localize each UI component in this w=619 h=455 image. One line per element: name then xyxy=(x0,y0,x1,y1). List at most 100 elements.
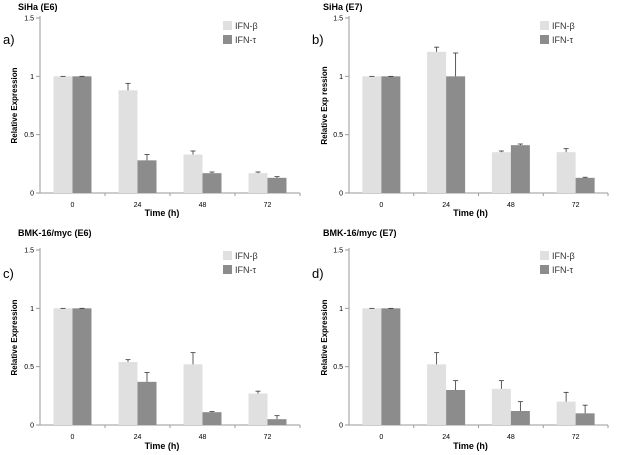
x-tick-label: 72 xyxy=(572,434,580,441)
bar-ifn-beta-48 xyxy=(491,388,511,425)
panel-label: a) xyxy=(3,32,15,47)
chart-title: BMK-16/myc (E6) xyxy=(18,228,92,238)
bar-ifn-tau-48 xyxy=(510,411,530,425)
legend-label-ifn-tau: IFN-τ xyxy=(552,265,573,275)
y-tick-label: 0.5 xyxy=(333,132,343,139)
x-tick-label: 72 xyxy=(264,202,272,209)
bar-ifn-beta-24 xyxy=(427,364,447,425)
bar-ifn-beta-72 xyxy=(248,173,268,193)
legend-swatch-ifn-beta xyxy=(223,21,232,30)
x-tick-label: 24 xyxy=(134,202,142,209)
bar-ifn-tau-72 xyxy=(575,177,595,193)
y-axis-label: Relative Expression xyxy=(10,299,19,375)
x-tick-label: 48 xyxy=(199,202,207,209)
legend-swatch-ifn-beta xyxy=(223,251,232,260)
bar-ifn-beta-24 xyxy=(118,362,138,425)
bar-ifn-tau-0 xyxy=(72,76,92,193)
bar-ifn-tau-24 xyxy=(137,160,157,193)
y-tick-label: 1.5 xyxy=(333,248,343,255)
x-tick-label: 24 xyxy=(442,434,450,441)
x-tick-label: 24 xyxy=(134,434,142,441)
panel-label: b) xyxy=(312,32,324,47)
legend-label-ifn-beta: IFN-β xyxy=(235,21,258,31)
legend-label-ifn-tau: IFN-τ xyxy=(552,35,573,45)
x-axis-label: Time (h) xyxy=(453,441,488,451)
bar-ifn-beta-0 xyxy=(53,308,73,425)
bar-ifn-beta-0 xyxy=(362,308,382,425)
y-tick-label: 1.5 xyxy=(24,248,34,255)
y-tick-label: 1 xyxy=(339,306,343,313)
panel-label: c) xyxy=(3,266,14,281)
bar-ifn-beta-24 xyxy=(427,51,447,194)
x-tick-label: 48 xyxy=(199,434,207,441)
chart-panel-4: d) BMK-16/myc (E7) 0 0.5 1 1.5 Relative Expres… xyxy=(312,228,609,451)
x-tick-label: 0 xyxy=(379,434,383,441)
bar-ifn-tau-72 xyxy=(267,177,287,193)
bar-ifn-tau-0 xyxy=(72,308,92,425)
x-tick-label: 0 xyxy=(71,434,75,441)
y-tick-label: 1.5 xyxy=(333,16,343,23)
bar-ifn-beta-48 xyxy=(491,152,511,193)
x-axis-label: Time (h) xyxy=(145,208,180,218)
legend-label-ifn-tau: IFN-τ xyxy=(235,265,256,275)
bar-ifn-beta-24 xyxy=(118,90,138,193)
bar-ifn-beta-48 xyxy=(183,364,203,425)
legend-swatch-ifn-beta xyxy=(540,21,549,30)
y-tick-label: 0.5 xyxy=(24,132,34,139)
x-axis-label: Time (h) xyxy=(145,441,180,451)
y-axis-label: Relative Expression xyxy=(320,299,329,375)
x-axis-label: Time (h) xyxy=(453,208,488,218)
bar-ifn-tau-24 xyxy=(446,390,466,425)
y-tick-label: 0 xyxy=(339,191,343,198)
x-tick-label: 0 xyxy=(71,202,75,209)
chart-panel-1: a) SiHa (E6) 0 0.5 1 1.5 Relative Expression Ti… xyxy=(3,2,301,218)
legend-swatch-ifn-tau xyxy=(540,35,549,44)
chart-panel-2: b) SiHa (E7) 0 0.5 1 1.5 Relative Exp ression T… xyxy=(312,2,609,218)
bar-ifn-tau-48 xyxy=(202,173,222,193)
chart-title: SiHa (E7) xyxy=(323,2,363,12)
y-tick-label: 0 xyxy=(30,191,34,198)
bar-ifn-beta-72 xyxy=(556,401,576,425)
y-tick-label: 1 xyxy=(339,74,343,81)
bar-ifn-tau-48 xyxy=(202,412,222,425)
chart-panel-3: c) BMK-16/myc (E6) 0 0.5 1 1.5 Relative Expres… xyxy=(3,228,301,451)
y-tick-label: 0 xyxy=(339,423,343,430)
legend-swatch-ifn-tau xyxy=(223,35,232,44)
x-tick-label: 24 xyxy=(442,202,450,209)
x-tick-label: 48 xyxy=(507,202,515,209)
panel-label: d) xyxy=(312,266,324,281)
y-axis-label: Relative Expression xyxy=(10,67,19,143)
bar-ifn-beta-0 xyxy=(362,76,382,193)
bar-ifn-beta-72 xyxy=(556,152,576,193)
bar-ifn-tau-24 xyxy=(446,76,466,193)
x-tick-label: 72 xyxy=(572,202,580,209)
bar-ifn-tau-0 xyxy=(381,76,401,193)
x-tick-label: 72 xyxy=(264,434,272,441)
bar-ifn-tau-48 xyxy=(510,145,530,193)
y-tick-label: 0.5 xyxy=(333,364,343,371)
bar-ifn-tau-0 xyxy=(381,308,401,425)
chart-title: SiHa (E6) xyxy=(18,2,58,12)
y-axis-label: Relative Exp ression xyxy=(320,66,329,144)
bar-ifn-tau-72 xyxy=(575,413,595,425)
x-tick-label: 48 xyxy=(507,434,515,441)
bar-ifn-beta-72 xyxy=(248,393,268,425)
legend-swatch-ifn-beta xyxy=(540,251,549,260)
y-tick-label: 1 xyxy=(30,74,34,81)
legend-label-ifn-beta: IFN-β xyxy=(235,251,258,261)
legend-label-ifn-beta: IFN-β xyxy=(552,21,575,31)
bar-ifn-tau-24 xyxy=(137,381,157,425)
y-tick-label: 1.5 xyxy=(24,16,34,23)
x-tick-label: 0 xyxy=(379,202,383,209)
legend-label-ifn-tau: IFN-τ xyxy=(235,35,256,45)
bar-ifn-tau-72 xyxy=(267,419,287,425)
chart-title: BMK-16/myc (E7) xyxy=(323,228,397,238)
legend-label-ifn-beta: IFN-β xyxy=(552,251,575,261)
bar-ifn-beta-48 xyxy=(183,154,203,193)
legend-swatch-ifn-tau xyxy=(223,265,232,274)
y-tick-label: 0 xyxy=(30,423,34,430)
y-tick-label: 1 xyxy=(30,306,34,313)
y-tick-label: 0.5 xyxy=(24,364,34,371)
legend-swatch-ifn-tau xyxy=(540,265,549,274)
